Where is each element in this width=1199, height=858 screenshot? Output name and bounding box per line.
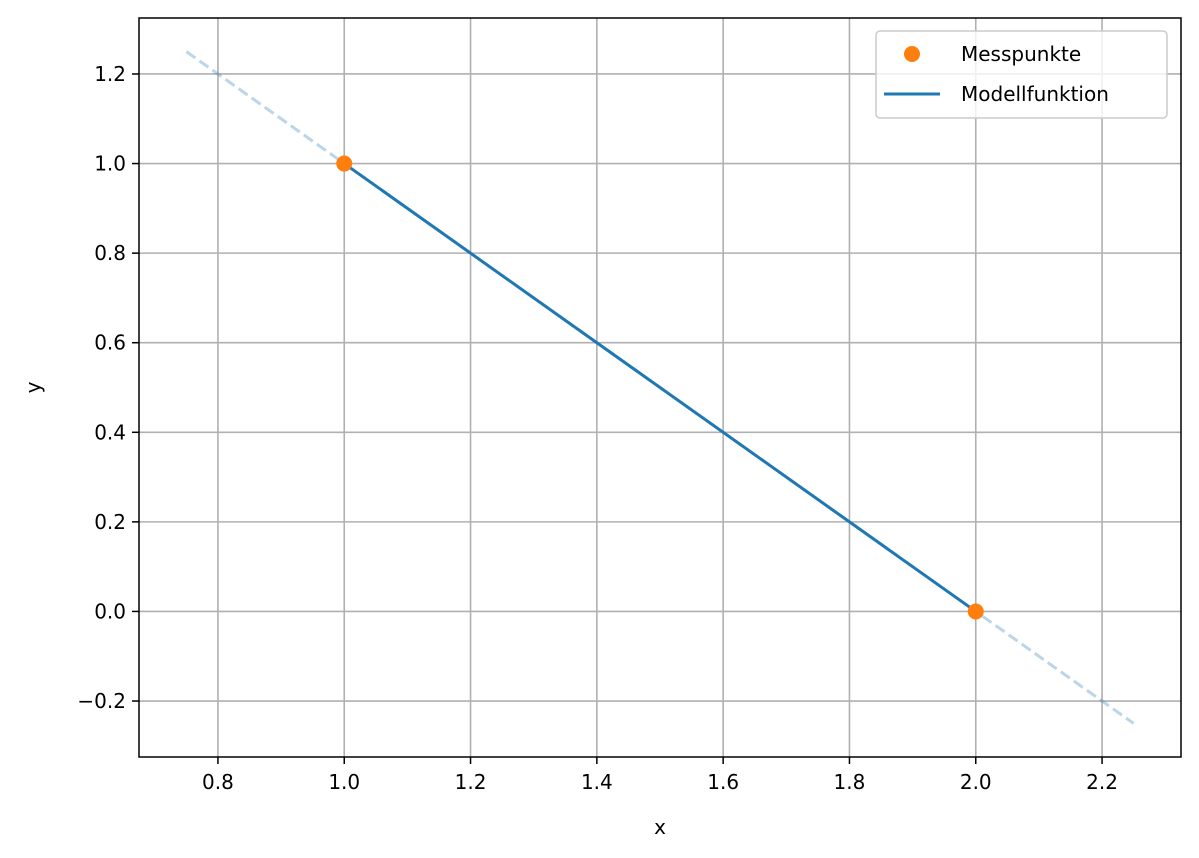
y-tick-label: 0.2 — [94, 510, 126, 534]
legend-label-modellfunktion: Modellfunktion — [961, 82, 1109, 106]
y-tick-label: 0.0 — [94, 599, 126, 623]
y-tick-label: 0.4 — [94, 420, 126, 444]
x-tick-label: 1.6 — [707, 770, 739, 794]
y-tick-label: 0.6 — [94, 331, 126, 355]
y-tick-label: −0.2 — [77, 689, 126, 713]
measurement-point — [967, 603, 984, 620]
x-tick-label: 1.0 — [328, 770, 360, 794]
measurement-point — [336, 155, 353, 172]
legend: Messpunkte Modellfunktion — [875, 30, 1168, 119]
plot-frame — [138, 17, 1182, 758]
x-tick-label: 1.8 — [834, 770, 866, 794]
ticks: 0.8 1.0 1.2 1.4 1.6 1.8 2.0 2.2 −0.2 0.0 0.2 0.4 0.6… — [77, 62, 1118, 794]
legend-box — [875, 30, 1168, 119]
x-axis-label: x — [654, 815, 666, 839]
model-function-line — [343, 162, 977, 613]
series-layer — [185, 50, 1135, 725]
legend-label-messpunkte: Messpunkte — [961, 42, 1081, 66]
legend-marker-messpunkte — [904, 46, 920, 62]
y-axis-label: y — [21, 381, 45, 393]
x-tick-label: 1.4 — [581, 770, 613, 794]
y-tick-label: 0.8 — [94, 241, 126, 265]
y-tick-label: 1.2 — [94, 62, 126, 86]
x-tick-label: 0.8 — [202, 770, 234, 794]
x-tick-label: 1.2 — [455, 770, 487, 794]
y-tick-label: 1.0 — [94, 152, 126, 176]
x-tick-label: 2.2 — [1086, 770, 1118, 794]
x-tick-label: 2.0 — [960, 770, 992, 794]
grid — [139, 18, 1181, 757]
